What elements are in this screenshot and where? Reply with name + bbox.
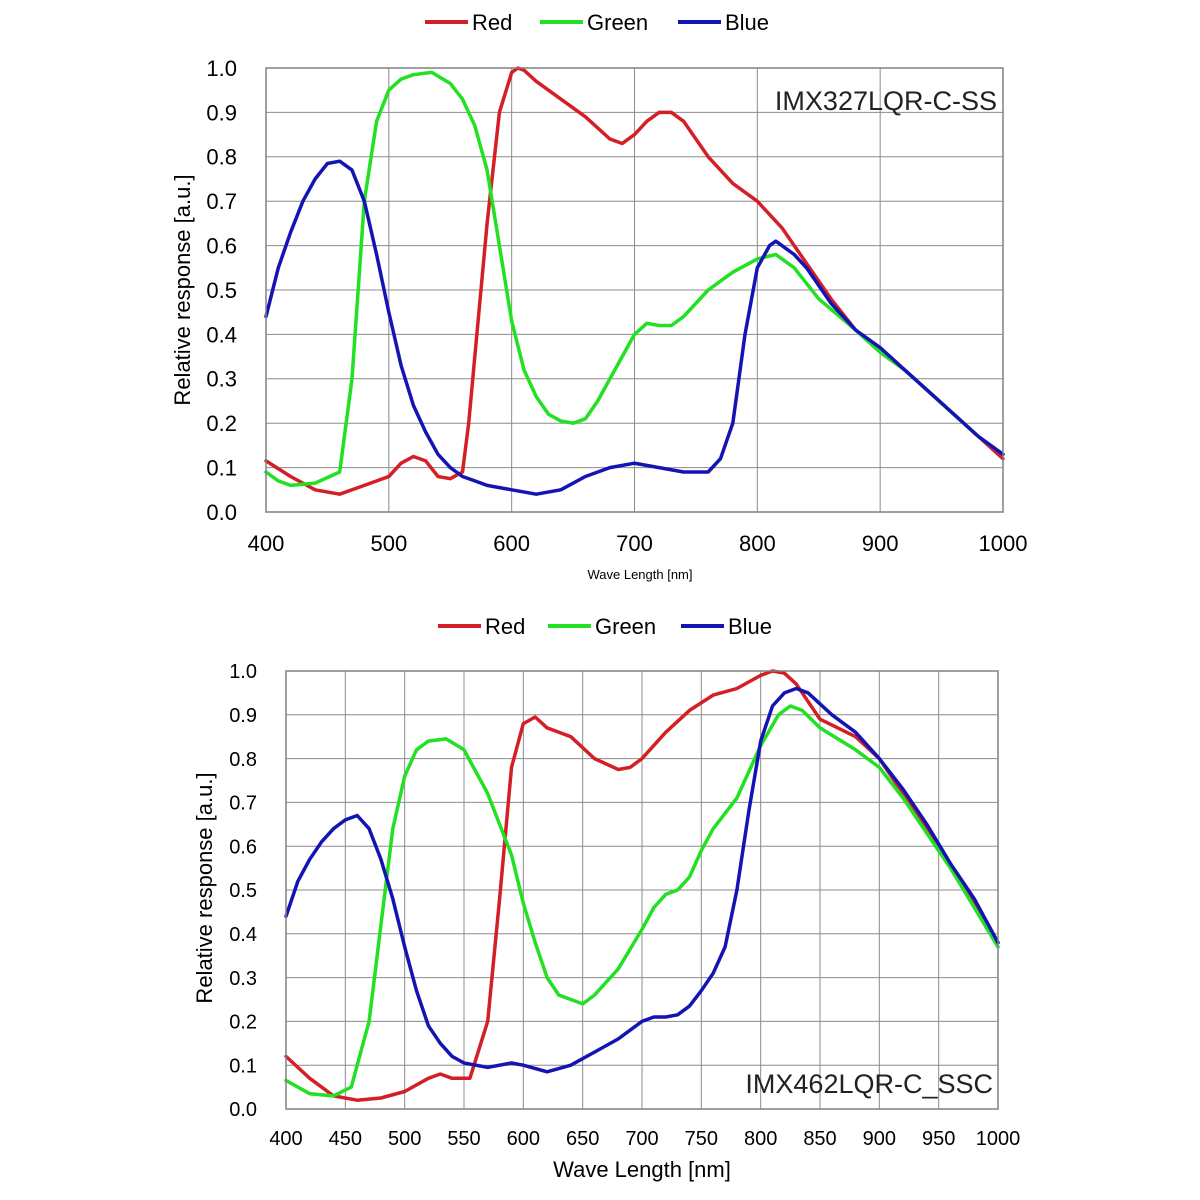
legend-label-green: Green [587, 10, 648, 35]
legend-label-red: Red [472, 10, 512, 35]
x-tick-label: 1000 [976, 1128, 1021, 1150]
x-tick-label: 400 [248, 531, 285, 556]
legend-label-blue: Blue [725, 10, 769, 35]
x-tick-label: 800 [744, 1128, 777, 1150]
y-tick-label: 0.5 [229, 880, 257, 902]
chart-imx327: Red Green Blue 400 500 600 700 800 900 1000 0.0… [170, 10, 1027, 582]
legend-label-blue: Blue [728, 614, 772, 639]
x-tick-label: 1000 [979, 531, 1028, 556]
plot-frame [285, 670, 999, 1110]
x-tick-label: 500 [388, 1128, 421, 1150]
x-tick-label: 550 [447, 1128, 480, 1150]
series-line-green [284, 704, 1000, 1098]
series [264, 66, 1005, 496]
y-tick-label: 1.0 [206, 56, 237, 81]
y-tick-label: 0.9 [206, 100, 237, 125]
x-tick-label: 650 [566, 1128, 599, 1150]
x-tick-label: 600 [493, 531, 530, 556]
y-tick-label: 0.6 [206, 234, 237, 259]
legend-label-green: Green [595, 614, 656, 639]
series-line-red [284, 669, 1000, 1102]
series-line-red [264, 66, 1005, 496]
ticks: 400 500 600 700 800 900 1000 0.0 0.1 0.2 0.3 0.4 0.5… [206, 56, 1027, 556]
y-tick-label: 0.9 [229, 705, 257, 727]
legend: Red Green Blue [425, 10, 769, 35]
x-axis-label: Wave Length [nm] [553, 1157, 731, 1182]
y-tick-label: 0.1 [206, 456, 237, 481]
y-tick-label: 0.3 [206, 367, 237, 392]
series-line-blue [264, 159, 1005, 496]
x-tick-label: 750 [685, 1128, 718, 1150]
y-tick-label: 1.0 [229, 661, 257, 683]
x-tick-label: 700 [625, 1128, 658, 1150]
y-axis-label: Relative response [a.u.] [192, 772, 217, 1003]
series-line-green [264, 70, 1005, 488]
y-tick-label: 0.4 [229, 924, 257, 946]
x-axis-label: Wave Length [nm] [587, 567, 692, 582]
series [284, 669, 1000, 1102]
x-tick-label: 800 [739, 531, 776, 556]
x-tick-label: 900 [862, 531, 899, 556]
y-tick-label: 0.8 [229, 749, 257, 771]
grid [285, 670, 999, 1110]
x-tick-label: 450 [329, 1128, 362, 1150]
x-tick-label: 700 [616, 531, 653, 556]
y-tick-label: 0.8 [206, 145, 237, 170]
y-tick-label: 0.4 [206, 322, 237, 347]
plot-frame [265, 67, 1004, 513]
x-tick-label: 500 [370, 531, 407, 556]
legend-label-red: Red [485, 614, 525, 639]
y-tick-label: 0.3 [229, 968, 257, 990]
x-tick-label: 400 [269, 1128, 302, 1150]
x-tick-label: 850 [803, 1128, 836, 1150]
legend: Red Green Blue [438, 614, 772, 639]
chart-title: IMX462LQR-C_SSC [745, 1069, 993, 1099]
x-tick-label: 600 [507, 1128, 540, 1150]
chart-imx462: Red Green Blue 400 450 500 550 600 650 700 750 8… [192, 614, 1020, 1182]
y-tick-label: 0.7 [206, 189, 237, 214]
y-tick-label: 0.1 [229, 1055, 257, 1077]
y-tick-label: 0.2 [206, 411, 237, 436]
y-axis-label: Relative response [a.u.] [170, 174, 195, 405]
y-tick-label: 0.7 [229, 793, 257, 815]
x-tick-label: 900 [863, 1128, 896, 1150]
y-tick-label: 0.5 [206, 278, 237, 303]
y-tick-label: 0.0 [229, 1099, 257, 1121]
y-tick-label: 0.6 [229, 836, 257, 858]
ticks: 400 450 500 550 600 650 700 750 800 850 900 950 1000… [229, 661, 1020, 1150]
series-line-blue [284, 686, 1000, 1074]
x-tick-label: 950 [922, 1128, 955, 1150]
y-tick-label: 0.2 [229, 1012, 257, 1034]
chart-title: IMX327LQR-C-SS [775, 86, 997, 116]
y-tick-label: 0.0 [206, 500, 237, 525]
